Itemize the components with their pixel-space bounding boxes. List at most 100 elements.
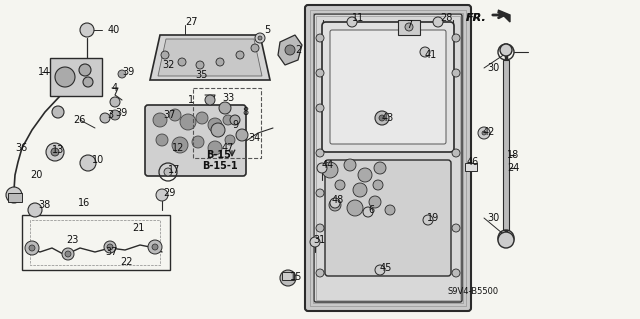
- Circle shape: [196, 61, 204, 69]
- Circle shape: [80, 23, 94, 37]
- Circle shape: [317, 163, 327, 173]
- Text: B-15-1: B-15-1: [202, 161, 237, 171]
- Circle shape: [110, 97, 120, 107]
- Text: 35: 35: [195, 70, 207, 80]
- FancyBboxPatch shape: [145, 105, 246, 176]
- Circle shape: [161, 51, 169, 59]
- Text: FR.: FR.: [466, 13, 486, 23]
- Text: 18: 18: [507, 150, 519, 160]
- Circle shape: [363, 207, 373, 217]
- Bar: [310, 10, 466, 306]
- Circle shape: [433, 17, 443, 27]
- Text: 4: 4: [112, 83, 118, 93]
- Text: 2: 2: [295, 45, 301, 55]
- Text: 41: 41: [425, 50, 437, 60]
- Circle shape: [180, 114, 196, 130]
- Text: 20: 20: [30, 170, 42, 180]
- Circle shape: [51, 148, 59, 156]
- Polygon shape: [150, 35, 270, 80]
- Text: 45: 45: [380, 263, 392, 273]
- Circle shape: [236, 129, 248, 141]
- Text: 30: 30: [487, 63, 499, 73]
- Circle shape: [192, 136, 204, 148]
- Circle shape: [205, 95, 215, 105]
- Text: 22: 22: [120, 257, 132, 267]
- Circle shape: [148, 240, 162, 254]
- Circle shape: [255, 33, 265, 43]
- Circle shape: [169, 109, 181, 121]
- Circle shape: [25, 241, 39, 255]
- Text: 13: 13: [52, 145, 64, 155]
- Circle shape: [156, 134, 168, 146]
- Circle shape: [369, 196, 381, 208]
- Circle shape: [285, 45, 295, 55]
- Circle shape: [374, 162, 386, 174]
- Circle shape: [172, 137, 188, 153]
- Circle shape: [452, 269, 460, 277]
- Circle shape: [156, 189, 168, 201]
- Text: 28: 28: [440, 13, 452, 23]
- Circle shape: [80, 155, 96, 171]
- Circle shape: [405, 23, 413, 31]
- FancyBboxPatch shape: [322, 22, 454, 152]
- Circle shape: [83, 77, 93, 87]
- Circle shape: [104, 241, 116, 253]
- Text: 3: 3: [107, 110, 113, 120]
- Circle shape: [423, 215, 433, 225]
- Circle shape: [358, 168, 372, 182]
- Polygon shape: [278, 35, 302, 65]
- Circle shape: [478, 127, 490, 139]
- Circle shape: [230, 115, 240, 125]
- Circle shape: [373, 180, 383, 190]
- Circle shape: [6, 187, 22, 203]
- Circle shape: [452, 224, 460, 232]
- Bar: [193, 88, 261, 158]
- Circle shape: [452, 34, 460, 42]
- Text: FR.: FR.: [466, 13, 486, 23]
- Bar: [398, 20, 420, 35]
- Circle shape: [55, 67, 75, 87]
- Circle shape: [258, 36, 262, 40]
- Text: 46: 46: [467, 157, 479, 167]
- Polygon shape: [498, 10, 510, 22]
- Text: 1: 1: [188, 95, 194, 105]
- Text: 27: 27: [185, 17, 198, 27]
- Circle shape: [52, 106, 64, 118]
- Circle shape: [353, 183, 367, 197]
- Circle shape: [347, 200, 363, 216]
- FancyBboxPatch shape: [314, 14, 462, 302]
- Text: 44: 44: [322, 160, 334, 170]
- Circle shape: [329, 199, 341, 211]
- Circle shape: [251, 44, 259, 52]
- Circle shape: [316, 69, 324, 77]
- Circle shape: [164, 168, 172, 176]
- Bar: [282, 272, 294, 280]
- Text: 38: 38: [38, 200, 51, 210]
- Circle shape: [322, 162, 338, 178]
- Text: 19: 19: [427, 213, 439, 223]
- Circle shape: [223, 115, 233, 125]
- Text: 32: 32: [162, 60, 174, 70]
- Bar: [8, 193, 22, 202]
- Text: 17: 17: [168, 165, 180, 175]
- Circle shape: [79, 64, 91, 76]
- FancyBboxPatch shape: [330, 30, 446, 144]
- Circle shape: [100, 113, 110, 123]
- Bar: [503, 60, 509, 230]
- Text: 12: 12: [172, 143, 184, 153]
- Polygon shape: [158, 39, 262, 76]
- Circle shape: [375, 265, 385, 275]
- Circle shape: [208, 118, 222, 132]
- Text: 15: 15: [290, 272, 302, 282]
- Text: 23: 23: [66, 235, 78, 245]
- Circle shape: [280, 270, 296, 286]
- Text: 10: 10: [92, 155, 104, 165]
- Circle shape: [107, 244, 113, 250]
- Text: 47: 47: [222, 143, 234, 153]
- Circle shape: [178, 58, 186, 66]
- Circle shape: [28, 203, 42, 217]
- Bar: [22, 215, 170, 270]
- Circle shape: [335, 180, 345, 190]
- Text: 11: 11: [352, 13, 364, 23]
- Circle shape: [152, 244, 158, 250]
